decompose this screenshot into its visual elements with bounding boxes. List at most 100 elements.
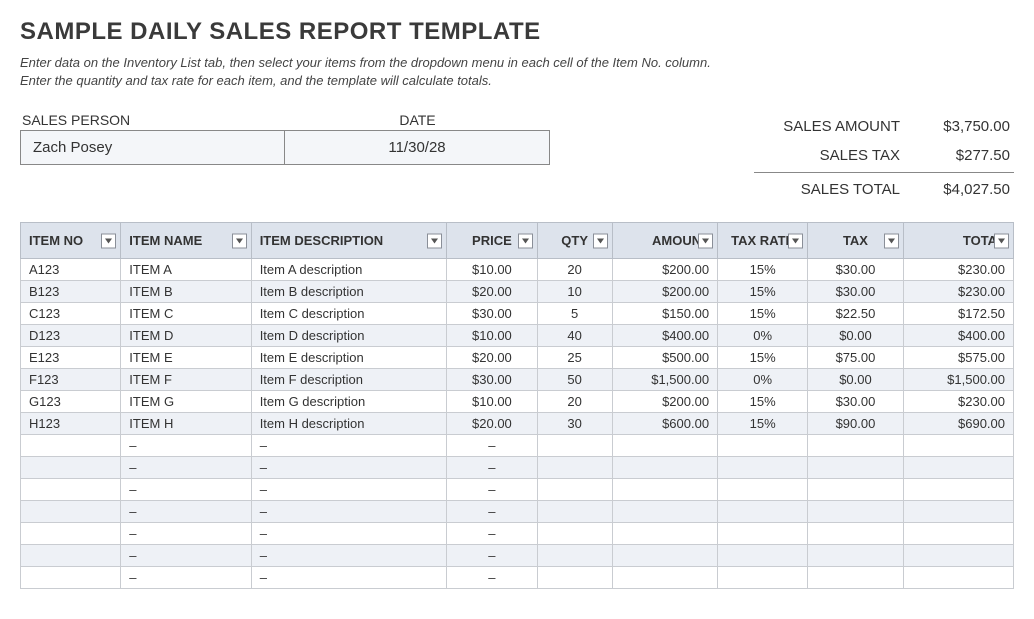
cell-price[interactable]: $20.00 <box>447 347 537 369</box>
cell-total[interactable]: $230.00 <box>903 259 1013 281</box>
cell-empty[interactable]: – <box>251 457 447 479</box>
cell-empty[interactable] <box>537 523 612 545</box>
cell-empty[interactable]: – <box>251 567 447 589</box>
cell-price[interactable]: $10.00 <box>447 325 537 347</box>
cell-item_no[interactable]: B123 <box>21 281 121 303</box>
cell-empty[interactable] <box>612 457 717 479</box>
table-row-empty[interactable]: ––– <box>21 457 1014 479</box>
filter-icon[interactable] <box>994 233 1009 248</box>
cell-empty[interactable]: – <box>251 545 447 567</box>
cell-tax_rate[interactable]: 15% <box>718 281 808 303</box>
header-item-desc[interactable]: ITEM DESCRIPTION <box>251 223 447 259</box>
cell-item_no[interactable]: A123 <box>21 259 121 281</box>
cell-empty[interactable]: – <box>447 435 537 457</box>
cell-total[interactable]: $400.00 <box>903 325 1013 347</box>
cell-tax[interactable]: $90.00 <box>808 413 903 435</box>
filter-icon[interactable] <box>101 233 116 248</box>
cell-item_desc[interactable]: Item H description <box>251 413 447 435</box>
cell-empty[interactable] <box>903 479 1013 501</box>
filter-icon[interactable] <box>788 233 803 248</box>
cell-empty[interactable] <box>718 523 808 545</box>
table-row-empty[interactable]: ––– <box>21 567 1014 589</box>
cell-amount[interactable]: $500.00 <box>612 347 717 369</box>
cell-empty[interactable]: – <box>121 501 251 523</box>
cell-amount[interactable]: $200.00 <box>612 259 717 281</box>
cell-empty[interactable] <box>612 545 717 567</box>
cell-item_name[interactable]: ITEM D <box>121 325 251 347</box>
table-row-empty[interactable]: ––– <box>21 479 1014 501</box>
table-row[interactable]: H123ITEM HItem H description$20.0030$600… <box>21 413 1014 435</box>
cell-tax_rate[interactable]: 15% <box>718 413 808 435</box>
cell-empty[interactable] <box>21 501 121 523</box>
cell-item_name[interactable]: ITEM H <box>121 413 251 435</box>
header-tax[interactable]: TAX <box>808 223 903 259</box>
header-total[interactable]: TOTAL <box>903 223 1013 259</box>
cell-total[interactable]: $230.00 <box>903 281 1013 303</box>
cell-empty[interactable] <box>21 435 121 457</box>
cell-empty[interactable]: – <box>251 501 447 523</box>
cell-qty[interactable]: 30 <box>537 413 612 435</box>
cell-empty[interactable] <box>808 501 903 523</box>
cell-empty[interactable] <box>808 435 903 457</box>
cell-empty[interactable] <box>21 457 121 479</box>
cell-empty[interactable] <box>612 501 717 523</box>
cell-total[interactable]: $575.00 <box>903 347 1013 369</box>
cell-empty[interactable] <box>718 457 808 479</box>
cell-amount[interactable]: $400.00 <box>612 325 717 347</box>
cell-empty[interactable]: – <box>447 479 537 501</box>
filter-icon[interactable] <box>427 233 442 248</box>
cell-tax_rate[interactable]: 0% <box>718 325 808 347</box>
table-row-empty[interactable]: ––– <box>21 501 1014 523</box>
cell-empty[interactable] <box>21 523 121 545</box>
cell-empty[interactable] <box>537 567 612 589</box>
table-row[interactable]: G123ITEM GItem G description$10.0020$200… <box>21 391 1014 413</box>
cell-empty[interactable] <box>537 545 612 567</box>
table-row[interactable]: D123ITEM DItem D description$10.0040$400… <box>21 325 1014 347</box>
table-row[interactable]: C123ITEM CItem C description$30.005$150.… <box>21 303 1014 325</box>
cell-tax[interactable]: $0.00 <box>808 325 903 347</box>
cell-empty[interactable] <box>537 435 612 457</box>
cell-empty[interactable] <box>808 523 903 545</box>
cell-empty[interactable]: – <box>447 501 537 523</box>
cell-item_desc[interactable]: Item G description <box>251 391 447 413</box>
cell-item_no[interactable]: C123 <box>21 303 121 325</box>
cell-tax[interactable]: $0.00 <box>808 369 903 391</box>
cell-tax_rate[interactable]: 15% <box>718 303 808 325</box>
cell-item_desc[interactable]: Item C description <box>251 303 447 325</box>
table-row[interactable]: B123ITEM BItem B description$20.0010$200… <box>21 281 1014 303</box>
cell-item_no[interactable]: F123 <box>21 369 121 391</box>
cell-empty[interactable] <box>612 435 717 457</box>
date-value[interactable]: 11/30/28 <box>285 131 549 164</box>
cell-total[interactable]: $1,500.00 <box>903 369 1013 391</box>
cell-empty[interactable] <box>537 501 612 523</box>
cell-price[interactable]: $30.00 <box>447 303 537 325</box>
cell-empty[interactable] <box>612 523 717 545</box>
cell-empty[interactable] <box>718 567 808 589</box>
cell-tax[interactable]: $30.00 <box>808 391 903 413</box>
cell-amount[interactable]: $1,500.00 <box>612 369 717 391</box>
cell-empty[interactable] <box>537 479 612 501</box>
cell-empty[interactable] <box>537 457 612 479</box>
cell-item_desc[interactable]: Item E description <box>251 347 447 369</box>
cell-empty[interactable]: – <box>121 457 251 479</box>
cell-empty[interactable] <box>903 567 1013 589</box>
cell-item_desc[interactable]: Item F description <box>251 369 447 391</box>
cell-tax[interactable]: $30.00 <box>808 259 903 281</box>
cell-item_no[interactable]: D123 <box>21 325 121 347</box>
cell-tax_rate[interactable]: 15% <box>718 391 808 413</box>
table-row-empty[interactable]: ––– <box>21 523 1014 545</box>
cell-tax[interactable]: $30.00 <box>808 281 903 303</box>
table-row-empty[interactable]: ––– <box>21 545 1014 567</box>
cell-empty[interactable] <box>21 567 121 589</box>
cell-amount[interactable]: $200.00 <box>612 281 717 303</box>
cell-empty[interactable] <box>808 545 903 567</box>
cell-empty[interactable] <box>903 523 1013 545</box>
cell-total[interactable]: $230.00 <box>903 391 1013 413</box>
cell-total[interactable]: $690.00 <box>903 413 1013 435</box>
cell-tax_rate[interactable]: 15% <box>718 259 808 281</box>
cell-item_name[interactable]: ITEM A <box>121 259 251 281</box>
cell-price[interactable]: $20.00 <box>447 281 537 303</box>
cell-qty[interactable]: 20 <box>537 391 612 413</box>
cell-qty[interactable]: 10 <box>537 281 612 303</box>
cell-empty[interactable] <box>903 435 1013 457</box>
